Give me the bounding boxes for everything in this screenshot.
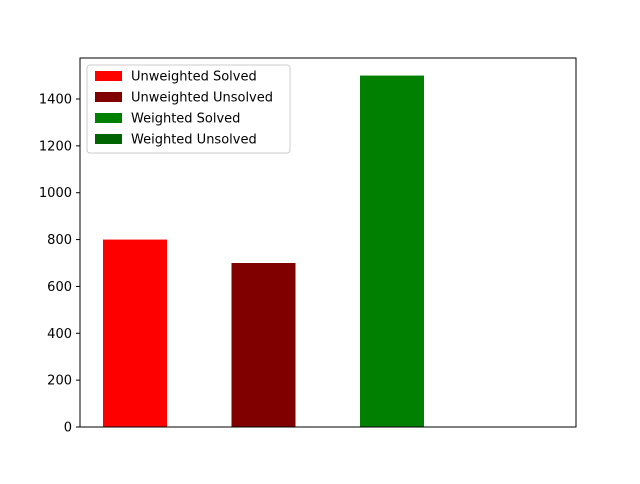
y-tick-label: 800 <box>47 233 72 248</box>
legend: Unweighted Solved Unweighted Unsolved Weig… <box>86 64 291 154</box>
bar-unweighted-solved <box>103 239 167 427</box>
legend-swatch <box>95 113 122 123</box>
y-tick-label: 600 <box>47 280 72 295</box>
bar-weighted-solved <box>360 75 424 428</box>
legend-swatch <box>95 92 122 102</box>
legend-swatch <box>95 134 122 144</box>
legend-label: Unweighted Unsolved <box>131 91 273 106</box>
y-tick-label: 1000 <box>39 186 72 201</box>
legend-label: Weighted Solved <box>131 112 240 127</box>
legend-swatch <box>95 71 122 81</box>
y-axis: 0 200 400 600 800 1000 1200 1400 <box>39 93 80 436</box>
y-tick-label: 1200 <box>39 139 72 154</box>
y-tick-label: 200 <box>47 374 72 389</box>
legend-box <box>86 64 291 154</box>
plot-frame <box>79 57 577 428</box>
legend-label: Unweighted Solved <box>131 70 257 85</box>
y-tick-label: 1400 <box>39 93 72 108</box>
bar-unweighted-unsolved <box>231 263 296 427</box>
legend-label: Weighted Unsolved <box>131 133 257 148</box>
y-tick-label: 0 <box>64 421 72 436</box>
y-tick-label: 400 <box>47 327 72 342</box>
bars-group <box>103 75 424 428</box>
